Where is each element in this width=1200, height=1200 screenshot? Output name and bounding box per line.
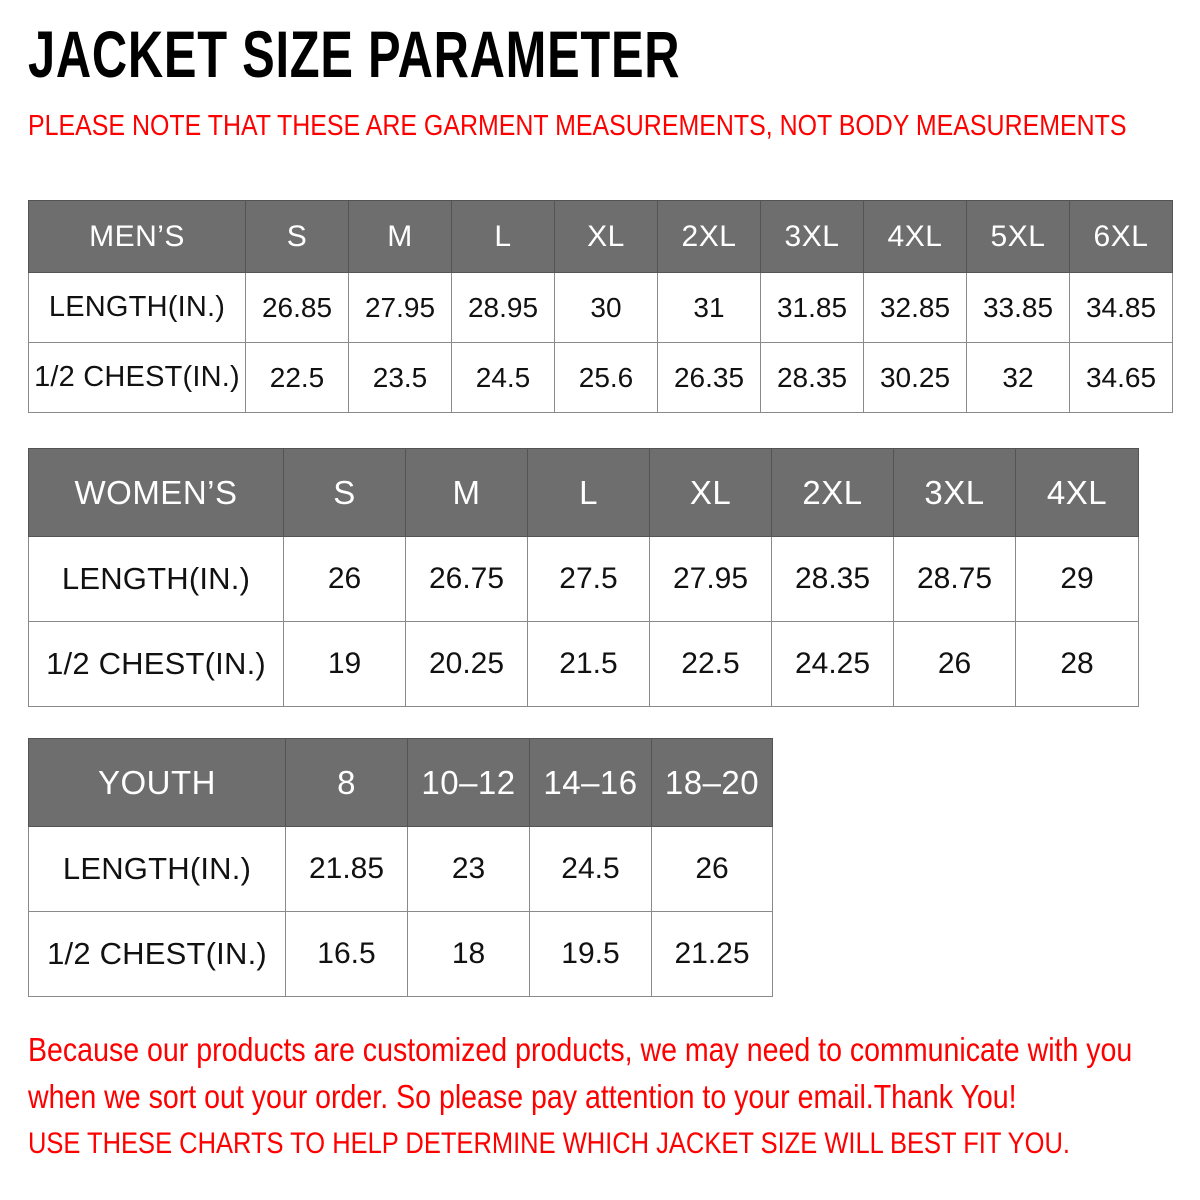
mens-chest-label: 1/2 CHEST(IN.) (28, 342, 246, 413)
mens-length-m: 27.95 (348, 272, 452, 343)
mens-chest-2xl: 26.35 (657, 342, 761, 413)
womens-chest-2xl: 24.25 (771, 621, 894, 707)
womens-length-l: 27.5 (527, 536, 650, 622)
table-row: LENGTH(IN.) 26.85 27.95 28.95 30 31 31.8… (28, 272, 1173, 343)
mens-col-2xl: 2XL (657, 200, 761, 273)
womens-length-4xl: 29 (1015, 536, 1139, 622)
youth-chest-label: 1/2 CHEST(IN.) (28, 911, 286, 997)
mens-length-2xl: 31 (657, 272, 761, 343)
womens-col-l: L (527, 448, 650, 537)
womens-col-4xl: 4XL (1015, 448, 1139, 537)
mens-col-m: M (348, 200, 452, 273)
mens-chest-4xl: 30.25 (863, 342, 967, 413)
mens-col-5xl: 5XL (966, 200, 1070, 273)
mens-length-label: LENGTH(IN.) (28, 272, 246, 343)
mens-length-6xl: 34.85 (1069, 272, 1173, 343)
table-row: 1/2 CHEST(IN.) 16.5 18 19.5 21.25 (28, 911, 773, 997)
mens-col-6xl: 6XL (1069, 200, 1173, 273)
womens-length-3xl: 28.75 (893, 536, 1016, 622)
womens-chest-m: 20.25 (405, 621, 528, 707)
mens-chest-l: 24.5 (451, 342, 555, 413)
youth-chest-8: 16.5 (285, 911, 408, 997)
table-header-row: MEN’S S M L XL 2XL 3XL 4XL 5XL 6XL (28, 200, 1173, 273)
mens-chest-s: 22.5 (245, 342, 349, 413)
womens-col-2xl: 2XL (771, 448, 894, 537)
youth-group-label: YOUTH (28, 738, 286, 827)
chart-usage-note: USE THESE CHARTS TO HELP DETERMINE WHICH… (28, 1127, 1070, 1160)
youth-length-label: LENGTH(IN.) (28, 826, 286, 912)
mens-col-xl: XL (554, 200, 658, 273)
table-row: 1/2 CHEST(IN.) 22.5 23.5 24.5 25.6 26.35… (28, 342, 1173, 413)
mens-chest-xl: 25.6 (554, 342, 658, 413)
womens-chest-s: 19 (283, 621, 406, 707)
womens-col-3xl: 3XL (893, 448, 1016, 537)
womens-size-table: WOMEN’S S M L XL 2XL 3XL 4XL LENGTH(IN.)… (28, 448, 1139, 707)
mens-length-5xl: 33.85 (966, 272, 1070, 343)
mens-group-label: MEN’S (28, 200, 246, 273)
womens-chest-4xl: 28 (1015, 621, 1139, 707)
table-header-row: WOMEN’S S M L XL 2XL 3XL 4XL (28, 448, 1139, 537)
womens-chest-3xl: 26 (893, 621, 1016, 707)
womens-length-label: LENGTH(IN.) (28, 536, 284, 622)
womens-group-label: WOMEN’S (28, 448, 284, 537)
table-row: 1/2 CHEST(IN.) 19 20.25 21.5 22.5 24.25 … (28, 621, 1139, 707)
mens-chest-5xl: 32 (966, 342, 1070, 413)
youth-col-10-12: 10–12 (407, 738, 530, 827)
womens-chest-l: 21.5 (527, 621, 650, 707)
womens-col-m: M (405, 448, 528, 537)
youth-length-10-12: 23 (407, 826, 530, 912)
mens-col-s: S (245, 200, 349, 273)
womens-length-xl: 27.95 (649, 536, 772, 622)
youth-chest-14-16: 19.5 (529, 911, 652, 997)
customization-notice: Because our products are customized prod… (28, 1031, 1133, 1115)
table-row: LENGTH(IN.) 21.85 23 24.5 26 (28, 826, 773, 912)
womens-col-s: S (283, 448, 406, 537)
womens-length-2xl: 28.35 (771, 536, 894, 622)
youth-length-8: 21.85 (285, 826, 408, 912)
youth-length-14-16: 24.5 (529, 826, 652, 912)
youth-size-table: YOUTH 8 10–12 14–16 18–20 LENGTH(IN.) 21… (28, 738, 773, 997)
page-title: JACKET SIZE PARAMETER (28, 17, 681, 91)
womens-chest-label: 1/2 CHEST(IN.) (28, 621, 284, 707)
mens-col-4xl: 4XL (863, 200, 967, 273)
mens-col-3xl: 3XL (760, 200, 864, 273)
mens-chest-m: 23.5 (348, 342, 452, 413)
mens-length-xl: 30 (554, 272, 658, 343)
mens-size-table: MEN’S S M L XL 2XL 3XL 4XL 5XL 6XL LENGT… (28, 200, 1173, 413)
youth-col-18-20: 18–20 (651, 738, 773, 827)
youth-chest-10-12: 18 (407, 911, 530, 997)
youth-chest-18-20: 21.25 (651, 911, 773, 997)
mens-length-3xl: 31.85 (760, 272, 864, 343)
youth-length-18-20: 26 (651, 826, 773, 912)
womens-col-xl: XL (649, 448, 772, 537)
womens-length-m: 26.75 (405, 536, 528, 622)
womens-chest-xl: 22.5 (649, 621, 772, 707)
youth-col-14-16: 14–16 (529, 738, 652, 827)
table-header-row: YOUTH 8 10–12 14–16 18–20 (28, 738, 773, 827)
table-row: LENGTH(IN.) 26 26.75 27.5 27.95 28.35 28… (28, 536, 1139, 622)
mens-length-s: 26.85 (245, 272, 349, 343)
mens-length-4xl: 32.85 (863, 272, 967, 343)
womens-length-s: 26 (283, 536, 406, 622)
mens-length-l: 28.95 (451, 272, 555, 343)
mens-chest-3xl: 28.35 (760, 342, 864, 413)
mens-col-l: L (451, 200, 555, 273)
garment-measurement-note: PLEASE NOTE THAT THESE ARE GARMENT MEASU… (28, 110, 1127, 142)
youth-col-8: 8 (285, 738, 408, 827)
mens-chest-6xl: 34.65 (1069, 342, 1173, 413)
